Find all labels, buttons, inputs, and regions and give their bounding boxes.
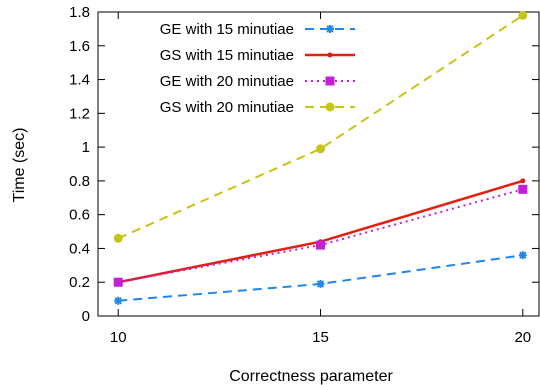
data-point — [520, 178, 526, 184]
series-line — [117, 179, 524, 284]
data-point — [114, 296, 123, 305]
series-ge-with-15-minutiae — [114, 251, 527, 305]
legend-item: GS with 20 minutiae — [160, 99, 355, 116]
series-layer — [113, 10, 528, 305]
series-gs-with-20-minutiae — [113, 10, 528, 243]
legend: GE with 15 minutiae GS with 15 minutiae GE… — [160, 21, 355, 116]
data-point — [113, 233, 123, 243]
x-axis: 10 15 20 — [110, 12, 531, 346]
y-tick-label: 1.2 — [69, 105, 90, 122]
y-tick-label: 0.2 — [69, 274, 90, 291]
data-point — [325, 102, 335, 112]
legend-label: GE with 15 minutiae — [160, 21, 294, 38]
y-axis-label: Time (sec) — [11, 128, 28, 203]
y-tick-label: 1.6 — [69, 38, 90, 55]
y-tick-label: 0 — [82, 308, 90, 325]
legend-label: GE with 20 minutiae — [160, 73, 294, 90]
data-point — [316, 240, 326, 250]
data-point — [518, 10, 528, 20]
x-tick-label: 20 — [514, 329, 531, 346]
y-axis: 0 0.2 0.4 0.6 0.8 1 1.2 1.4 1.6 1.8 — [69, 4, 539, 325]
x-tick-label: 15 — [312, 329, 329, 346]
data-point — [325, 76, 335, 86]
legend-label: GS with 20 minutiae — [160, 99, 294, 116]
legend-label: GS with 15 minutiae — [160, 47, 294, 64]
plot-frame — [97, 11, 540, 317]
x-axis-label: Correctness parameter — [229, 368, 393, 385]
y-tick-label: 0.8 — [69, 173, 90, 190]
legend-item: GE with 20 minutiae — [160, 73, 355, 90]
series-line — [118, 254, 523, 302]
plot-border — [97, 11, 540, 317]
series-gs-with-15-minutiae — [115, 178, 526, 285]
data-point — [326, 25, 334, 33]
data-point — [316, 144, 326, 154]
y-tick-label: 0.6 — [69, 207, 90, 224]
x-tick-label: 10 — [110, 329, 127, 346]
series-ge-with-20-minutiae — [113, 184, 528, 287]
data-point — [518, 184, 528, 194]
data-point — [327, 52, 333, 58]
y-tick-label: 1.4 — [69, 72, 90, 89]
y-tick-label: 0.4 — [69, 240, 90, 257]
y-tick-label: 1.8 — [69, 4, 90, 21]
data-point — [518, 251, 527, 260]
data-point — [316, 279, 325, 288]
y-tick-label: 1 — [82, 139, 90, 156]
data-point — [113, 277, 123, 287]
series-line — [117, 14, 524, 240]
legend-item: GS with 15 minutiae — [160, 47, 355, 64]
series-line — [118, 188, 524, 284]
legend-item: GE with 15 minutiae — [160, 21, 355, 38]
